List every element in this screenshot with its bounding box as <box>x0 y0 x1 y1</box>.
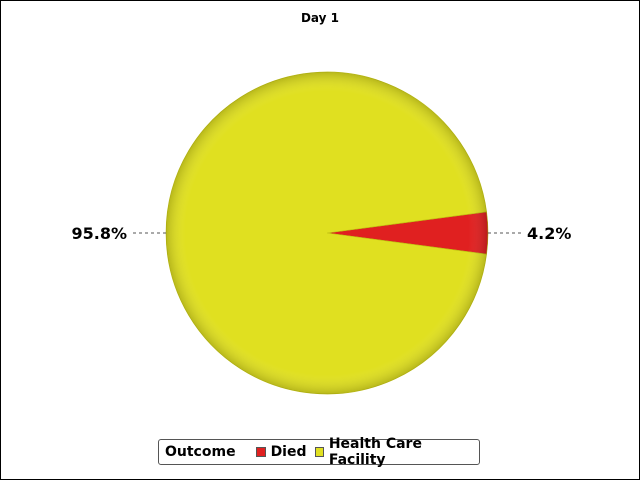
data-label-health-care-facility: 95.8% <box>71 224 127 243</box>
legend-title: Outcome <box>165 444 236 460</box>
data-label-died: 4.2% <box>527 224 571 243</box>
chart-title: Day 1 <box>300 11 340 25</box>
legend-label-died: Died <box>270 444 307 460</box>
legend-swatch-died <box>255 447 266 457</box>
legend-swatch-health-care-facility <box>314 447 324 457</box>
legend-label-health-care-facility: Health Care Facility <box>328 436 422 468</box>
legend: Outcome Died Health Care Facility <box>158 436 480 468</box>
legend-item-died: Died <box>255 444 307 460</box>
legend-item-health-care-facility: Health Care Facility <box>314 436 472 468</box>
